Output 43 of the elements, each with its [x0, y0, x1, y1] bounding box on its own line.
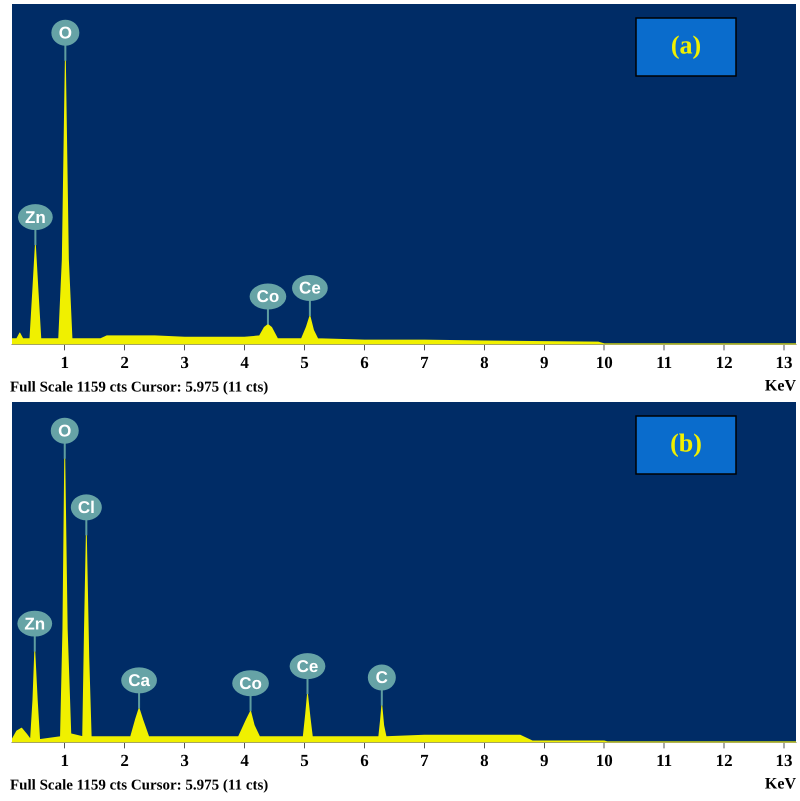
- x-tick-label: 5: [300, 352, 309, 372]
- x-tick-label: 12: [716, 750, 733, 770]
- annotation: Co: [256, 287, 280, 306]
- x-tick-label: 9: [540, 352, 549, 372]
- x-tick-label: 4: [240, 352, 250, 372]
- x-tick-label: 7: [420, 352, 430, 372]
- annotation: Ca: [128, 671, 150, 690]
- x-tick-label: 13: [776, 750, 793, 770]
- x-tick-label: 10: [596, 352, 613, 372]
- chart-title: (a): [670, 30, 702, 60]
- x-tick-label: 2: [120, 750, 129, 770]
- x-tick-label: 10: [596, 750, 613, 770]
- x-tick-label: 11: [656, 750, 672, 770]
- x-tick-label: 4: [240, 750, 250, 770]
- annotation: O: [58, 23, 72, 42]
- annotation: Ce: [299, 278, 321, 298]
- x-tick-label: 3: [180, 750, 189, 770]
- x-tick-label: 1: [60, 352, 69, 372]
- annotation: Cl: [78, 498, 95, 518]
- annotation: C: [376, 668, 388, 688]
- annotation: Co: [239, 674, 262, 693]
- x-tick-label: 2: [120, 352, 129, 372]
- x-tick-label: 7: [420, 750, 430, 770]
- x-tick-label: 6: [360, 750, 369, 770]
- x-tick-label: 6: [360, 352, 369, 372]
- x-tick-label: 9: [540, 750, 549, 770]
- x-tick-label: 3: [180, 352, 189, 372]
- annotation: Zn: [24, 208, 46, 227]
- x-tick-label: 12: [716, 352, 733, 372]
- annotation: O: [58, 421, 72, 440]
- x-axis-title: KeV: [764, 776, 796, 793]
- annotation: Zn: [24, 614, 46, 634]
- x-tick-label: 13: [776, 352, 793, 372]
- x-tick-label: 1: [60, 750, 69, 770]
- x-axis-title: KeV: [764, 378, 796, 395]
- chart-title: (b): [670, 428, 702, 458]
- x-tick-label: 11: [656, 352, 672, 372]
- x-tick-label: 8: [480, 352, 489, 372]
- text: Full Scale 1159 cts Cursor: 5.975 (11 cts): [10, 777, 268, 794]
- x-tick-label: 5: [300, 750, 309, 770]
- x-tick-label: 8: [480, 750, 489, 770]
- annotation: Ce: [296, 656, 318, 676]
- text: Full Scale 1159 cts Cursor: 5.975 (11 cts): [10, 379, 268, 396]
